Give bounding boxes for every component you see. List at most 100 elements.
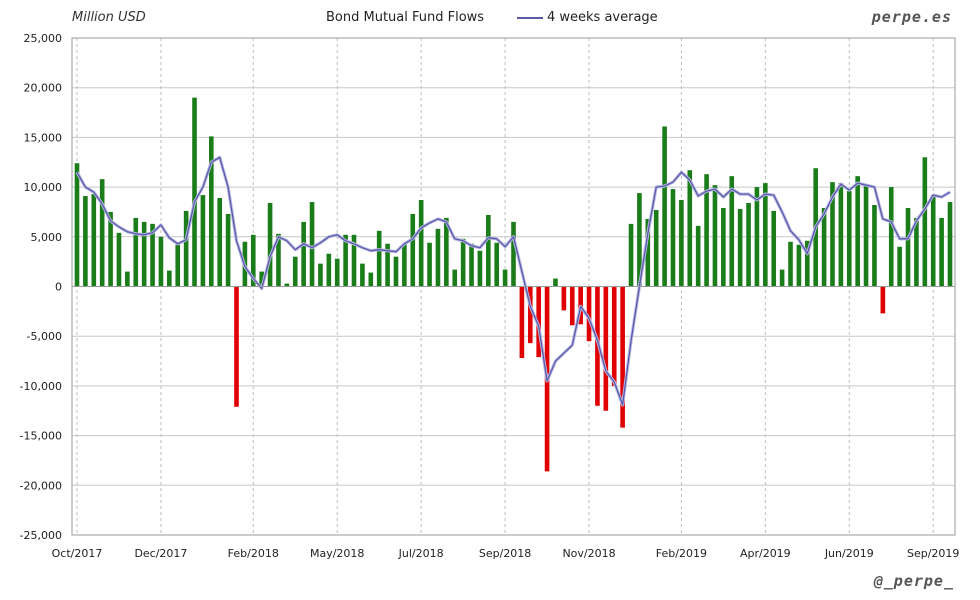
flow-bar — [452, 269, 458, 287]
flow-bar — [494, 242, 500, 287]
flow-bar — [141, 221, 147, 287]
flow-bar — [704, 174, 709, 287]
x-tick-label: Feb/2019 — [656, 547, 707, 560]
flow-bar — [880, 286, 886, 314]
y-tick-label: -15,000 — [20, 430, 62, 443]
flow-bar — [855, 176, 860, 287]
flow-bar — [360, 263, 365, 287]
flow-bar — [930, 195, 936, 287]
flow-bar — [334, 258, 340, 287]
y-tick-label: -5,000 — [27, 330, 62, 343]
flow-bar — [469, 243, 474, 287]
flow-bar — [721, 207, 726, 287]
flow-bar — [947, 202, 953, 287]
flow-bar — [771, 210, 777, 287]
flow-bar — [872, 204, 877, 287]
x-tick-label: Feb/2018 — [228, 547, 279, 560]
flow-bar — [679, 200, 684, 287]
flow-bar — [309, 202, 315, 287]
flow-bar — [838, 183, 844, 287]
flow-bar — [519, 286, 525, 359]
flow-bar — [830, 182, 835, 287]
y-tick-label: -10,000 — [20, 380, 62, 393]
flow-bar — [368, 272, 374, 287]
flow-bar — [712, 185, 718, 287]
flow-bar — [670, 189, 676, 287]
flow-bar — [821, 207, 827, 287]
flow-bar — [150, 223, 155, 287]
flow-bar — [234, 286, 239, 407]
flow-bar — [183, 210, 189, 287]
flow-bar — [914, 217, 919, 287]
flow-bar — [267, 203, 273, 287]
flow-bar — [763, 183, 768, 287]
flow-bar — [846, 191, 852, 287]
flow-bar — [628, 223, 634, 287]
flow-bar — [796, 244, 802, 287]
y-tick-label: -25,000 — [20, 529, 62, 542]
flow-bar — [653, 209, 659, 287]
flow-bar — [611, 286, 617, 386]
flow-bar — [83, 196, 88, 287]
axes: 25,000 20,000 15,000 10,000 5,000 0 -5,000 -10,… — [20, 32, 960, 560]
flow-bar — [292, 256, 298, 287]
flow-bar — [175, 244, 181, 287]
flow-bar — [804, 240, 810, 287]
x-tick-label: Jun/2019 — [824, 547, 874, 560]
flow-bar — [225, 213, 231, 287]
flow-bar — [301, 221, 306, 287]
flow-bar — [91, 194, 97, 287]
flow-bar — [343, 234, 348, 287]
flow-bar — [116, 232, 122, 287]
flow-bar — [939, 217, 944, 287]
flow-bar — [74, 163, 80, 287]
handle-watermark: @_perpe_ — [873, 572, 954, 590]
y-tick-label: 20,000 — [24, 82, 63, 95]
y-tick-label: 15,000 — [24, 131, 63, 144]
flow-bar — [444, 217, 449, 287]
flow-bar — [326, 253, 332, 287]
flow-bar — [351, 234, 357, 287]
flow-bar — [511, 221, 516, 287]
x-tick-label: May/2018 — [310, 547, 364, 560]
flow-bar — [502, 269, 508, 287]
legend: 4 weeks average — [517, 10, 658, 25]
flow-bar — [897, 246, 902, 287]
flow-bar — [435, 228, 441, 287]
x-tick-label: Dec/2017 — [134, 547, 187, 560]
flow-bar — [158, 236, 164, 287]
flow-bar — [192, 97, 197, 287]
legend-line-swatch — [517, 17, 543, 19]
flow-bar — [167, 270, 172, 287]
flow-bar — [536, 286, 541, 358]
x-tick-label: Sep/2018 — [479, 547, 531, 560]
y-unit-label: Million USD — [72, 10, 146, 25]
flow-bar — [687, 170, 693, 287]
flow-bar — [754, 187, 760, 287]
flow-bar — [477, 250, 483, 287]
flow-bar — [410, 213, 416, 287]
flow-bar — [779, 269, 785, 287]
flow-bar — [737, 208, 743, 287]
flow-bar — [569, 286, 575, 326]
flow-bar — [553, 278, 558, 287]
flow-bar — [376, 230, 382, 287]
flow-bar — [729, 176, 735, 287]
flow-bar — [259, 271, 264, 287]
x-tick-label: Apr/2019 — [740, 547, 791, 560]
flow-bar — [133, 217, 139, 287]
legend-label: 4 weeks average — [547, 10, 658, 25]
flow-bar — [586, 286, 592, 342]
x-tick-label: Nov/2018 — [562, 547, 615, 560]
y-tick-label: -20,000 — [20, 479, 62, 492]
average-line-layer — [75, 155, 951, 407]
flow-bar — [746, 203, 751, 287]
flow-bar — [662, 126, 667, 287]
flow-bar — [402, 243, 407, 287]
flow-bar — [200, 195, 206, 287]
flow-bar — [393, 256, 399, 287]
flow-bar — [637, 193, 642, 287]
flow-bar — [125, 271, 130, 287]
y-tick-label: 0 — [55, 281, 62, 294]
